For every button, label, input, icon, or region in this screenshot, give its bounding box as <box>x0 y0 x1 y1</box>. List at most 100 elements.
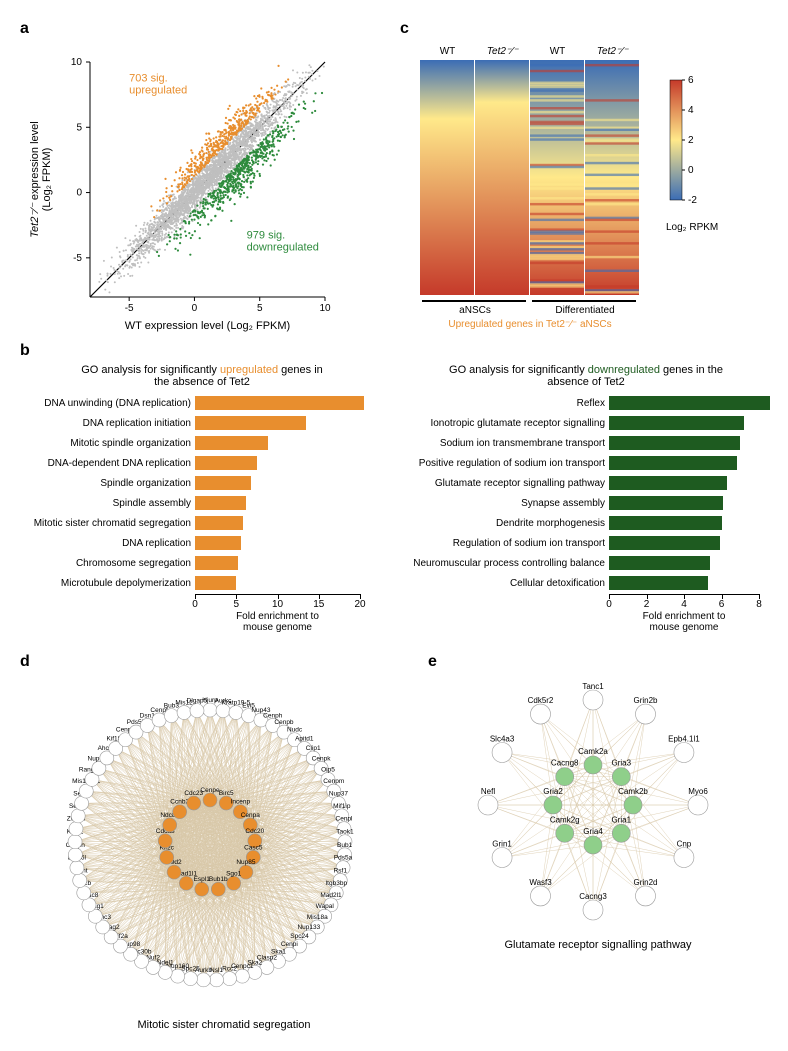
panel-e-label: e <box>428 653 768 671</box>
go-bar <box>609 576 708 590</box>
go-term-label: Glutamate receptor signalling pathway <box>404 478 609 489</box>
go-term-label: Sodium ion transmembrane transport <box>404 438 609 449</box>
go-bar-row: Spindle organization <box>20 474 384 492</box>
go-bar <box>195 456 257 470</box>
go-term-label: Synapse assembly <box>404 498 609 509</box>
svg-text:Log₂ RPKM: Log₂ RPKM <box>666 222 718 233</box>
axis-title: Fold enrichment tomouse genome <box>609 611 759 633</box>
panel-e: e Tanc1Grin2bEpb4.1l1Myo6CnpGrin2dCacng3… <box>428 653 768 1031</box>
go-bar-row: Cellular detoxification <box>404 574 768 592</box>
svg-text:Upregulated genes in Tet2⁻⁄⁻ a: Upregulated genes in Tet2⁻⁄⁻ aNSCs <box>448 319 611 330</box>
svg-text:2: 2 <box>688 135 694 146</box>
svg-text:Tet2⁻⁄⁻: Tet2⁻⁄⁻ <box>597 46 629 57</box>
scatter-plot: -50510-50510703 sig.upregulated979 sig.d… <box>20 42 360 332</box>
go-term-label: Ionotropic glutamate receptor signalling <box>404 418 609 429</box>
panel-b-label: b <box>20 342 768 360</box>
network-e: Tanc1Grin2bEpb4.1l1Myo6CnpGrin2dCacng3Wa… <box>428 675 758 935</box>
go-term-label: DNA-dependent DNA replication <box>20 458 195 469</box>
go-bar-row: Mitotic spindle organization <box>20 434 384 452</box>
svg-text:WT: WT <box>550 46 566 57</box>
panel-c-label: c <box>400 20 768 38</box>
go-bar-row: Glutamate receptor signalling pathway <box>404 474 768 492</box>
go-bar-row: Neuromuscular process controlling balanc… <box>404 554 768 572</box>
go-term-label: Neuromuscular process controlling balanc… <box>404 558 609 569</box>
go-bar <box>195 396 364 410</box>
svg-text:upregulated: upregulated <box>129 85 187 97</box>
go-bar-row: DNA-dependent DNA replication <box>20 454 384 472</box>
figure: a -50510-50510703 sig.upregulated979 sig… <box>20 20 768 1031</box>
go-term-label: Regulation of sodium ion transport <box>404 538 609 549</box>
svg-text:WT: WT <box>440 46 456 57</box>
network-d-title: Mitotic sister chromatid segregation <box>20 1019 428 1031</box>
go-title: GO analysis for significantly upregulate… <box>20 364 384 388</box>
go-term-label: Mitotic spindle organization <box>20 438 195 449</box>
go-bar-row: Spindle assembly <box>20 494 384 512</box>
go-bar-row: Synapse assembly <box>404 494 768 512</box>
go-bar-row: Dendrite morphogenesis <box>404 514 768 532</box>
go-bar <box>195 436 268 450</box>
go-bar-row: Regulation of sodium ion transport <box>404 534 768 552</box>
axis-title: Fold enrichment tomouse genome <box>195 611 360 633</box>
go-term-label: DNA replication initiation <box>20 418 195 429</box>
panel-a: a -50510-50510703 sig.upregulated979 sig… <box>20 20 390 332</box>
svg-text:979 sig.: 979 sig. <box>247 229 286 241</box>
panel-b: b GO analysis for significantly upregula… <box>20 342 768 633</box>
svg-text:6: 6 <box>688 75 694 86</box>
go-bar <box>195 496 246 510</box>
go-bar <box>195 536 241 550</box>
svg-text:-5: -5 <box>73 253 82 264</box>
go-upregulated: GO analysis for significantly upregulate… <box>20 364 384 633</box>
svg-text:-5: -5 <box>125 303 134 314</box>
go-bar <box>609 476 727 490</box>
go-bar <box>609 536 720 550</box>
heatmap: WTTet2⁻⁄⁻WTTet2⁻⁄⁻aNSCsDifferentiatedUpr… <box>400 42 760 332</box>
go-term-label: Reflex <box>404 398 609 409</box>
go-bar <box>195 416 306 430</box>
svg-text:703 sig.: 703 sig. <box>129 73 168 85</box>
go-bar-row: DNA replication initiation <box>20 414 384 432</box>
svg-text:5: 5 <box>76 122 82 133</box>
go-bar <box>609 416 744 430</box>
go-bar <box>609 396 770 410</box>
go-charts-row: GO analysis for significantly upregulate… <box>20 364 768 633</box>
go-bar <box>609 496 723 510</box>
go-bar <box>609 436 740 450</box>
svg-text:-2: -2 <box>688 195 697 206</box>
go-term-label: Spindle assembly <box>20 498 195 509</box>
svg-text:10: 10 <box>319 303 331 314</box>
go-term-label: Dendrite morphogenesis <box>404 518 609 529</box>
go-bar <box>195 476 251 490</box>
network-d: HjurpAurkcKratp19-5Evi5Nup43CenphCenpbNu… <box>20 675 400 1015</box>
go-bar-row: Sodium ion transmembrane transport <box>404 434 768 452</box>
go-term-label: DNA unwinding (DNA replication) <box>20 398 195 409</box>
svg-text:5: 5 <box>257 303 263 314</box>
svg-text:Tet2⁻⁄⁻ expression level: Tet2⁻⁄⁻ expression level <box>29 121 41 237</box>
go-downregulated: GO analysis for significantly downregula… <box>404 364 768 633</box>
go-term-label: Cellular detoxification <box>404 578 609 589</box>
go-bar-row: Mitotic sister chromatid segregation <box>20 514 384 532</box>
go-bar-row: Reflex <box>404 394 768 412</box>
svg-text:0: 0 <box>76 188 82 199</box>
row-top: a -50510-50510703 sig.upregulated979 sig… <box>20 20 768 332</box>
svg-text:4: 4 <box>688 105 694 116</box>
go-bar <box>609 456 737 470</box>
row-bottom: d HjurpAurkcKratp19-5Evi5Nup43CenphCenpb… <box>20 653 768 1031</box>
go-bar-row: Chromosome segregation <box>20 554 384 572</box>
go-bar-row: Microtubule depolymerization <box>20 574 384 592</box>
svg-text:0: 0 <box>192 303 198 314</box>
go-term-label: Spindle organization <box>20 478 195 489</box>
go-term-label: Microtubule depolymerization <box>20 578 195 589</box>
svg-text:(Log₂ FPKM): (Log₂ FPKM) <box>41 148 53 212</box>
go-term-label: Chromosome segregation <box>20 558 195 569</box>
go-bar-row: DNA unwinding (DNA replication) <box>20 394 384 412</box>
svg-text:aNSCs: aNSCs <box>459 305 491 316</box>
svg-text:0: 0 <box>688 165 694 176</box>
go-bar-row: DNA replication <box>20 534 384 552</box>
svg-text:downregulated: downregulated <box>247 241 319 253</box>
go-term-label: DNA replication <box>20 538 195 549</box>
go-bar-row: Ionotropic glutamate receptor signalling <box>404 414 768 432</box>
svg-text:WT expression level (Log₂ FPKM: WT expression level (Log₂ FPKM) <box>125 320 290 332</box>
go-bar <box>609 516 722 530</box>
network-e-title: Glutamate receptor signalling pathway <box>428 939 768 951</box>
go-bar <box>195 516 243 530</box>
